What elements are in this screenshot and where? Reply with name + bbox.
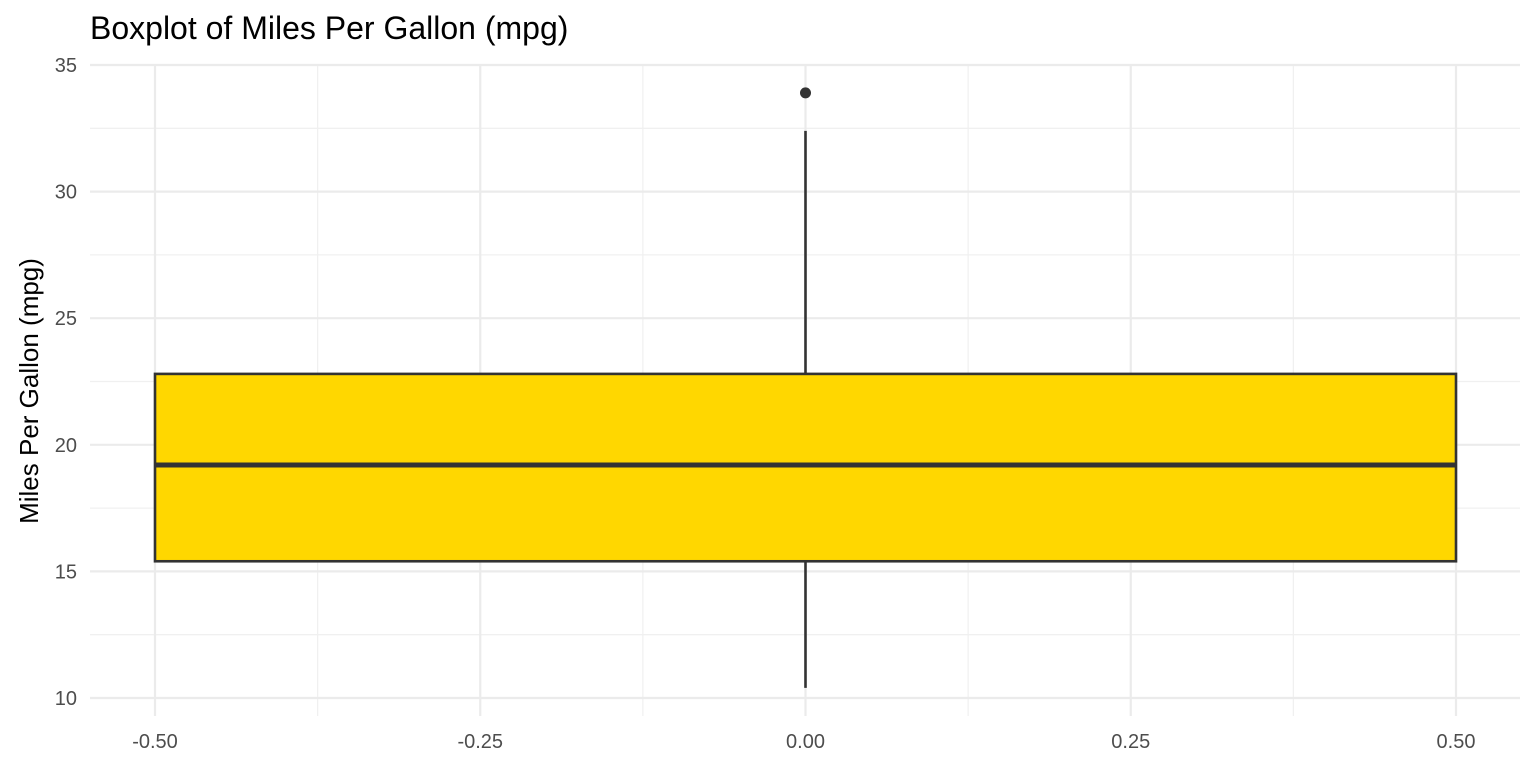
iqr-box xyxy=(153,372,1458,563)
x-tick-label: -0.50 xyxy=(132,731,178,753)
y-tick-labels: 10 15 20 25 30 35 xyxy=(55,55,77,710)
y-tick-label: 25 xyxy=(55,308,77,330)
box-layer xyxy=(153,87,1458,688)
y-tick-label: 10 xyxy=(55,688,77,710)
y-tick-label: 30 xyxy=(55,182,77,204)
y-tick-label: 15 xyxy=(55,561,77,583)
outlier-point xyxy=(800,87,811,99)
y-axis-title: Miles Per Gallon (mpg) xyxy=(14,258,44,524)
x-tick-label: 0.50 xyxy=(1437,731,1476,753)
chart-title: Boxplot of Miles Per Gallon (mpg) xyxy=(90,10,569,46)
y-tick-label: 35 xyxy=(55,55,77,77)
x-tick-label: 0.25 xyxy=(1111,731,1150,753)
x-tick-labels: -0.50 -0.25 0.00 0.25 0.50 xyxy=(132,731,1475,753)
x-tick-label: -0.25 xyxy=(457,731,503,753)
y-tick-label: 20 xyxy=(55,435,77,457)
x-tick-label: 0.00 xyxy=(786,731,825,753)
